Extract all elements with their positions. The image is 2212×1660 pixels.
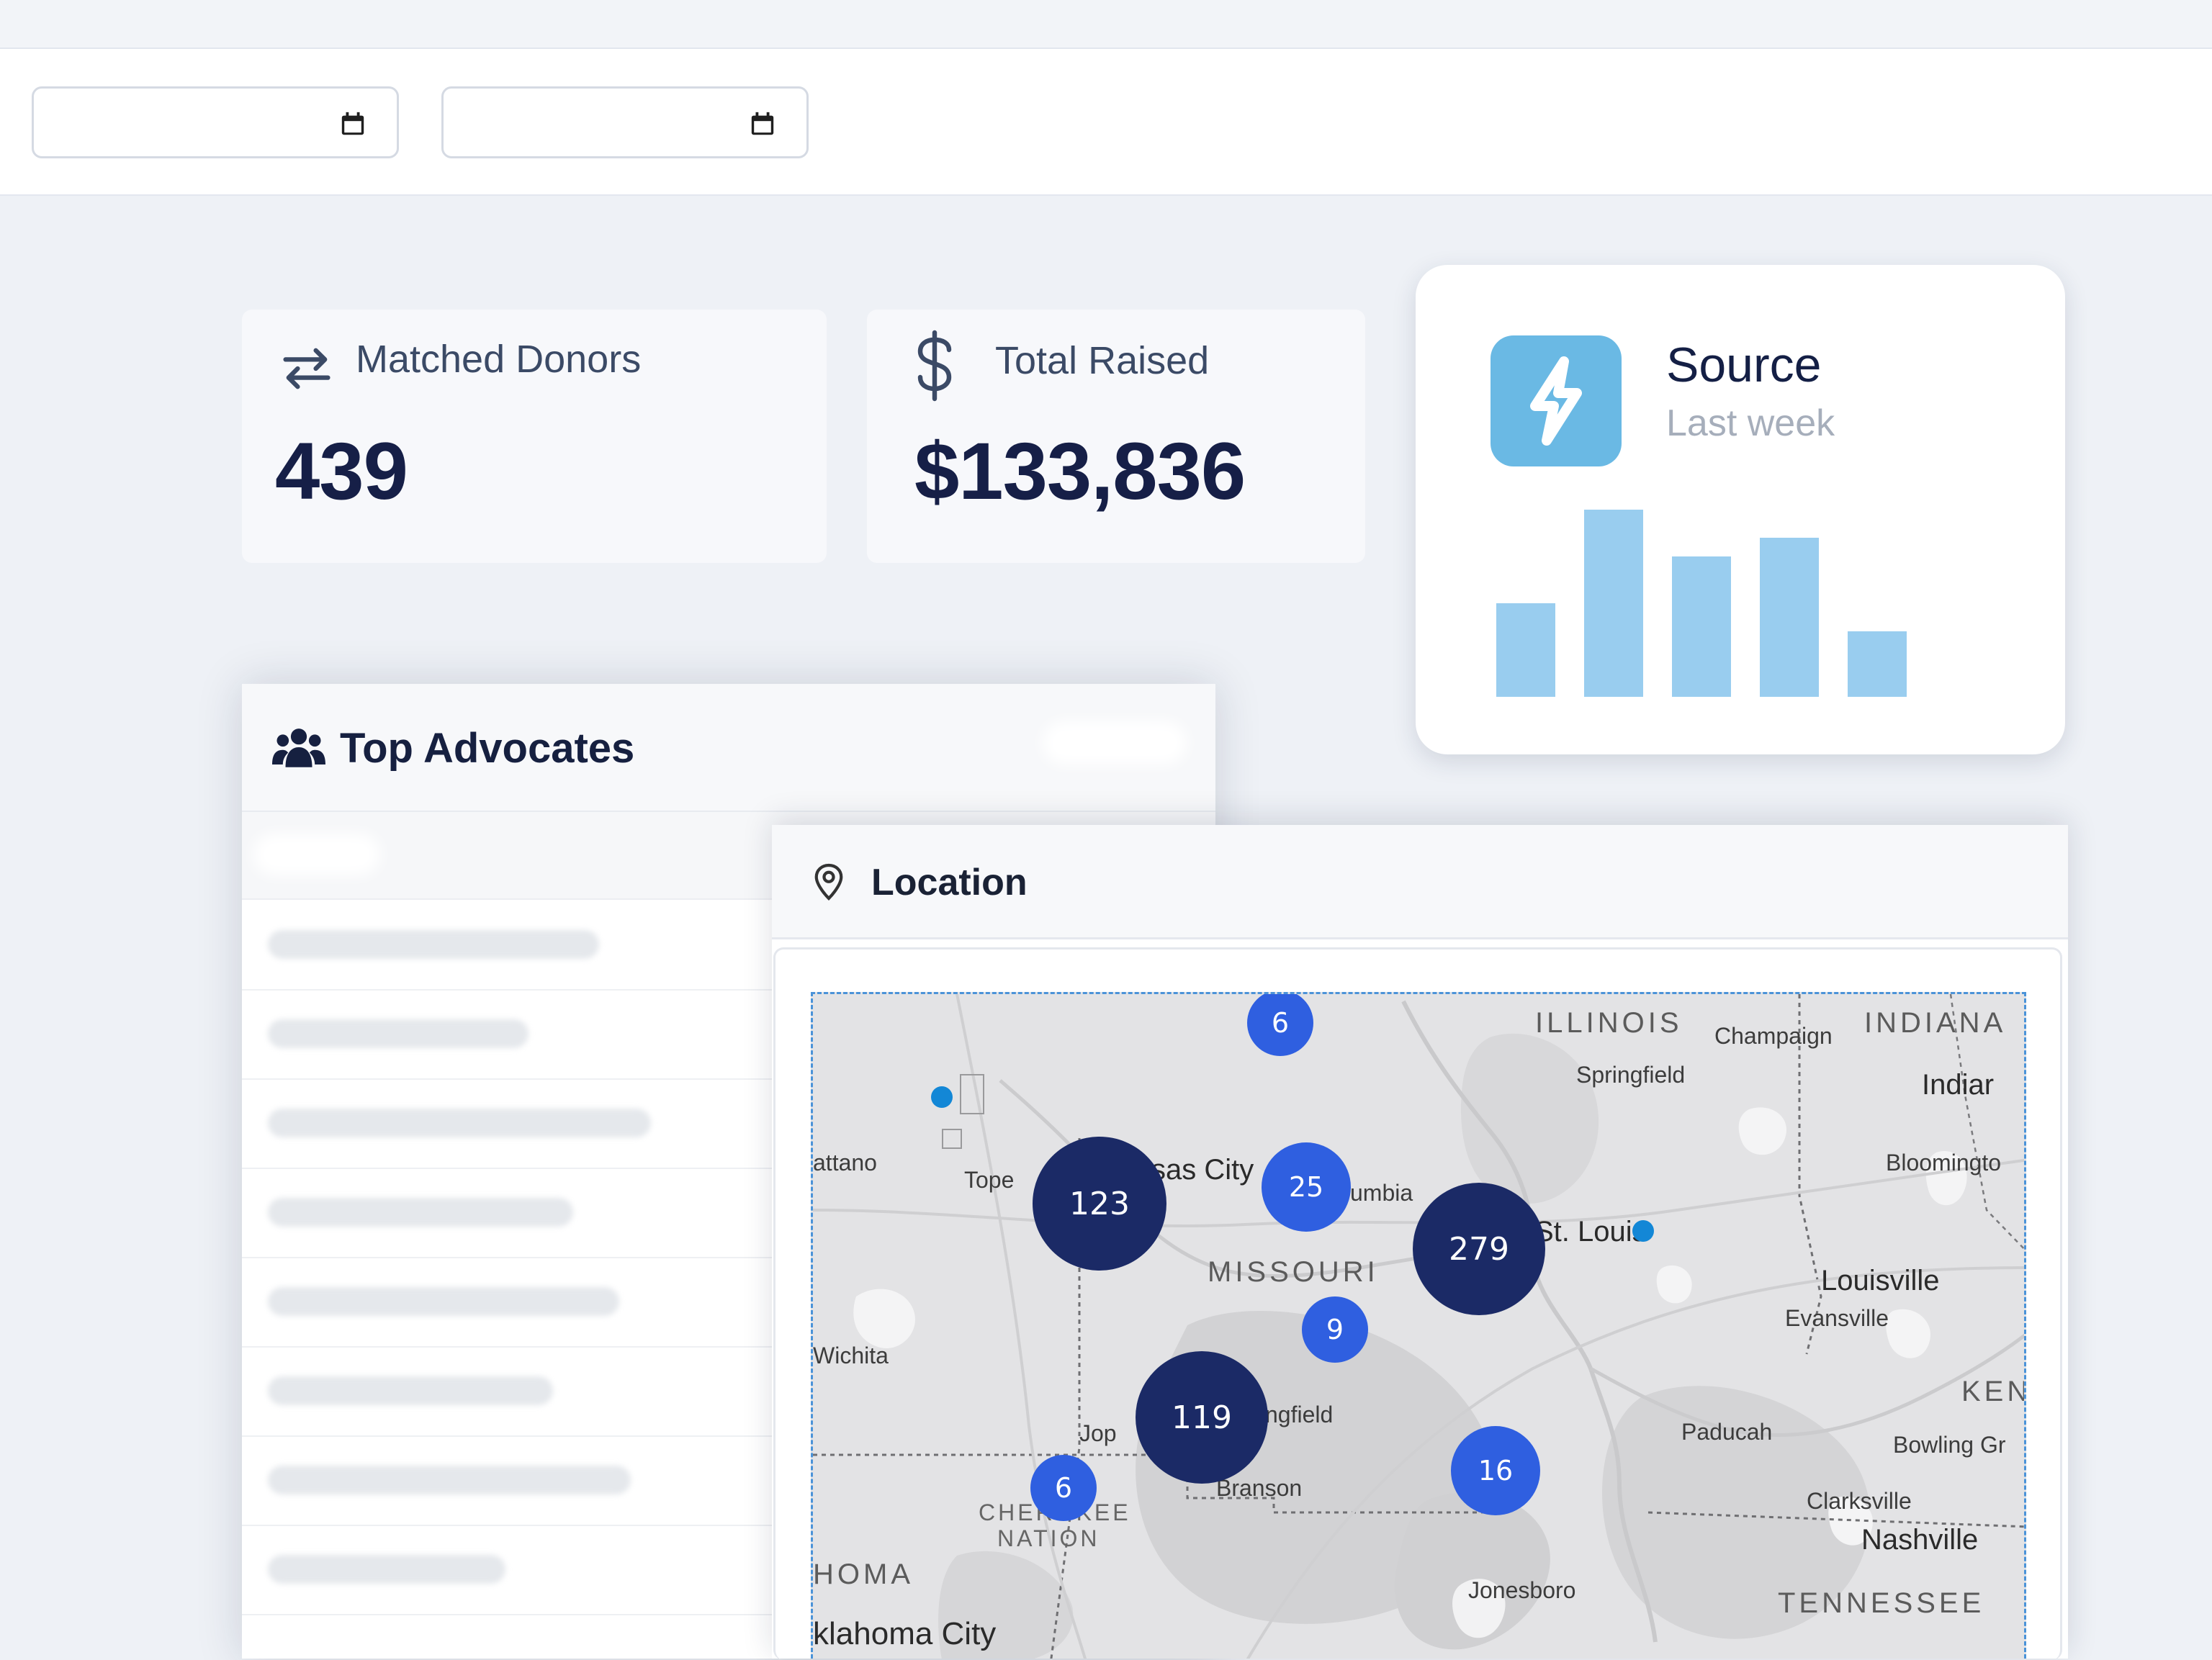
map-city-label: Evansville — [1785, 1305, 1889, 1331]
source-bar — [1584, 510, 1643, 697]
map-cluster[interactable]: 123 — [1033, 1137, 1166, 1271]
total-raised-value: $133,836 — [914, 426, 1246, 516]
map-city-label: Bowling Gr — [1893, 1432, 2006, 1458]
list-item — [242, 1435, 1215, 1526]
map-city-label: Clarksville — [1807, 1488, 1912, 1514]
map-cluster[interactable]: 6 — [1030, 1455, 1097, 1521]
top-advocates-title: Top Advocates — [340, 725, 635, 772]
map-state-label: MISSOURI — [1208, 1256, 1379, 1288]
map-cluster[interactable]: 9 — [1302, 1296, 1368, 1363]
map-city-label: attano — [813, 1150, 877, 1176]
map-city-label: Nashville — [1861, 1524, 1979, 1556]
source-subtitle: Last week — [1666, 402, 1835, 444]
map-city-label: Jop — [1079, 1420, 1117, 1446]
map-region-label: NATION — [997, 1525, 1100, 1551]
source-bar — [1760, 538, 1819, 697]
map-city-label: umbia — [1350, 1180, 1413, 1206]
map-city-label: sas City — [1151, 1154, 1254, 1186]
column-header-placeholder — [253, 834, 380, 875]
list-item-placeholder — [268, 1287, 619, 1316]
map-pin[interactable] — [1632, 1220, 1654, 1242]
map-city-label: Champaign — [1714, 1023, 1833, 1049]
source-title: Source — [1666, 338, 1822, 392]
source-bar-chart — [1496, 510, 1907, 697]
location-panel: Location — [772, 825, 2068, 1660]
list-item — [242, 989, 1215, 1080]
map-frame — [773, 947, 2062, 1660]
calendar-icon[interactable] — [339, 110, 367, 137]
location-title: Location — [871, 862, 1028, 903]
map-city-label: klahoma City — [813, 1616, 997, 1651]
source-bar — [1496, 603, 1555, 697]
map-pin-icon — [814, 863, 843, 901]
map-cluster[interactable]: 16 — [1451, 1426, 1540, 1515]
map-cluster[interactable]: 25 — [1262, 1142, 1351, 1232]
list-item-placeholder — [268, 1376, 553, 1405]
top-strip — [0, 0, 2212, 49]
location-map[interactable]: ILLINOIS INDIANA MISSOURI KEN TENNESSEE … — [811, 992, 2026, 1659]
header-action-placeholder — [1043, 721, 1187, 764]
list-item-placeholder — [268, 1466, 631, 1494]
list-item — [242, 1525, 1215, 1615]
list-item — [242, 1168, 1215, 1258]
map-state-label: HOMA — [813, 1558, 914, 1590]
top-advocates-header: Top Advocates — [242, 684, 1215, 812]
source-card: Source Last week — [1416, 265, 2065, 754]
map-city-label: Paducah — [1681, 1419, 1773, 1445]
map-pin[interactable] — [931, 1086, 953, 1108]
map-state-label: KEN — [1961, 1376, 2026, 1407]
source-bar — [1848, 631, 1907, 697]
start-date-input[interactable] — [32, 86, 399, 158]
list-item — [242, 1346, 1215, 1437]
date-filter-bar — [0, 49, 2212, 196]
list-item-placeholder — [268, 1555, 505, 1584]
total-raised-card: Total Raised $133,836 — [867, 310, 1365, 563]
map-city-label: Indiar — [1922, 1069, 1995, 1101]
lightning-icon — [1530, 356, 1582, 446]
location-header: Location — [772, 825, 2068, 939]
map-city-label: Bloomingto — [1886, 1150, 2002, 1176]
total-raised-label: Total Raised — [995, 339, 1210, 382]
matched-donors-value: 439 — [275, 426, 408, 516]
map-state-label: ILLINOIS — [1535, 1007, 1683, 1039]
map-cluster[interactable]: 279 — [1413, 1183, 1545, 1315]
list-item-placeholder — [268, 1198, 573, 1227]
users-icon — [272, 728, 325, 767]
end-date-input[interactable] — [441, 86, 809, 158]
map-city-label: Wichita — [813, 1343, 889, 1368]
map-cluster[interactable]: 6 — [1247, 994, 1313, 1056]
map-city-label: ngfield — [1265, 1402, 1334, 1427]
map-state-label: TENNESSEE — [1778, 1587, 1985, 1619]
map-city-label: St. Louis — [1534, 1216, 1647, 1248]
map-city-label: Tope — [964, 1167, 1015, 1193]
map-state-label: INDIANA — [1864, 1007, 2007, 1039]
source-icon-tile — [1491, 335, 1622, 466]
map-terrain — [813, 994, 2024, 1659]
matched-donors-card: Matched Donors 439 — [242, 310, 827, 563]
list-item — [242, 1257, 1215, 1348]
exchange-arrows-icon — [283, 348, 331, 389]
map-city-label: Jonesboro — [1468, 1577, 1576, 1603]
map-city-label: Branson — [1216, 1475, 1303, 1501]
calendar-icon[interactable] — [749, 110, 776, 137]
dollar-icon — [917, 330, 952, 402]
map-city-label: Louisville — [1821, 1265, 1940, 1296]
list-item-placeholder — [268, 930, 599, 959]
list-item-placeholder — [268, 1109, 651, 1137]
map-cluster[interactable]: 119 — [1136, 1351, 1268, 1484]
list-item — [242, 1078, 1215, 1169]
list-item-placeholder — [268, 1019, 529, 1048]
matched-donors-label: Matched Donors — [356, 338, 642, 381]
list-item — [242, 900, 1215, 991]
map-city-label: Springfield — [1576, 1062, 1686, 1088]
source-bar — [1672, 556, 1731, 697]
